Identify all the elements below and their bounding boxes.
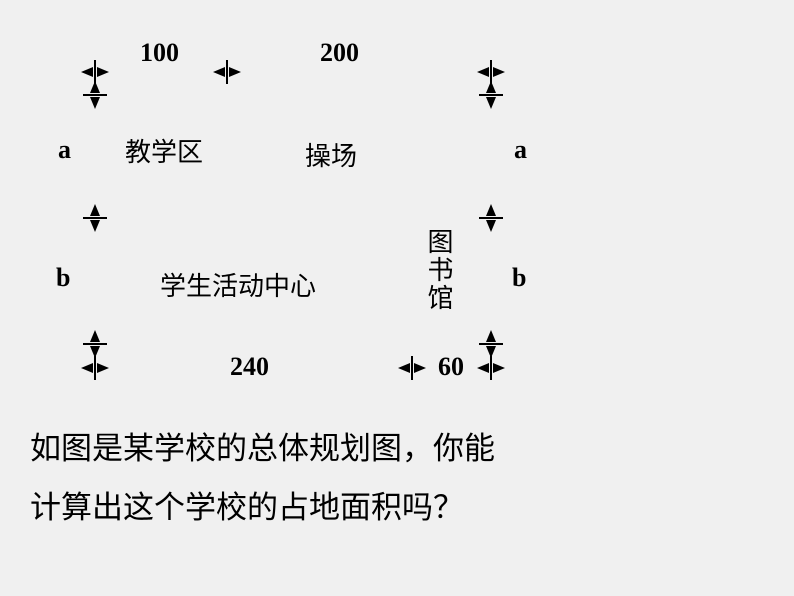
region-activity: 学生活动中心 bbox=[160, 266, 316, 303]
question-line1: 如图是某学校的总体规划图，你能 bbox=[30, 420, 764, 479]
left-b-arrow-b bbox=[90, 330, 100, 342]
bot-outer-arrow-r bbox=[493, 363, 505, 373]
right-tick-mid bbox=[479, 217, 503, 219]
right-dim-a: a bbox=[514, 135, 527, 165]
right-tick-top bbox=[479, 94, 503, 96]
left-tick-mid bbox=[83, 217, 107, 219]
left-a-arrow-b bbox=[90, 204, 100, 216]
region-playground: 操场 bbox=[305, 136, 357, 173]
top-seg1-arrow-r bbox=[213, 67, 225, 77]
right-outer-arrow-t bbox=[486, 81, 496, 93]
bot-seg2-arrow-l bbox=[414, 363, 426, 373]
right-b-arrow-b bbox=[486, 330, 496, 342]
top-seg1-arrow-l bbox=[97, 67, 109, 77]
question-line2: 计算出这个学校的占地面积吗？ bbox=[30, 479, 764, 538]
bot-outer-arrow-l bbox=[81, 363, 93, 373]
left-b-arrow-t bbox=[90, 220, 100, 232]
region-library: 图书馆 bbox=[420, 228, 457, 312]
left-dim-b: b bbox=[56, 263, 70, 293]
right-b-arrow-t bbox=[486, 220, 496, 232]
bot-seg2-arrow-r bbox=[477, 363, 489, 373]
right-tick-bot bbox=[479, 343, 503, 345]
bot-dim-240: 240 bbox=[230, 352, 269, 382]
bot-tick-0 bbox=[94, 356, 96, 380]
bot-seg1-arrow-l bbox=[97, 363, 109, 373]
question-text: 如图是某学校的总体规划图，你能 计算出这个学校的占地面积吗？ bbox=[30, 420, 764, 538]
right-dim-b: b bbox=[512, 263, 526, 293]
top-outer-arrow-r bbox=[493, 67, 505, 77]
left-tick-top bbox=[83, 94, 107, 96]
top-tick-1 bbox=[226, 60, 228, 84]
right-a-arrow-t bbox=[486, 97, 496, 109]
left-dim-a: a bbox=[58, 135, 71, 165]
top-dim-100: 100 bbox=[140, 38, 179, 68]
region-teaching: 教学区 bbox=[125, 132, 203, 169]
top-seg2-arrow-r bbox=[477, 67, 489, 77]
bot-seg1-arrow-r bbox=[398, 363, 410, 373]
left-tick-bot bbox=[83, 343, 107, 345]
bot-tick-1 bbox=[411, 356, 413, 380]
top-seg2-arrow-l bbox=[229, 67, 241, 77]
bot-dim-60: 60 bbox=[438, 352, 464, 382]
top-dim-200: 200 bbox=[320, 38, 359, 68]
diagram-stage: 100 200 a b a b 240 60 教学区 操场 学生活动中心 图书馆… bbox=[0, 0, 794, 596]
top-outer-arrow-l bbox=[81, 67, 93, 77]
bot-tick-2 bbox=[490, 356, 492, 380]
left-a-arrow-t bbox=[90, 97, 100, 109]
right-a-arrow-b bbox=[486, 204, 496, 216]
left-outer-arrow-t bbox=[90, 81, 100, 93]
